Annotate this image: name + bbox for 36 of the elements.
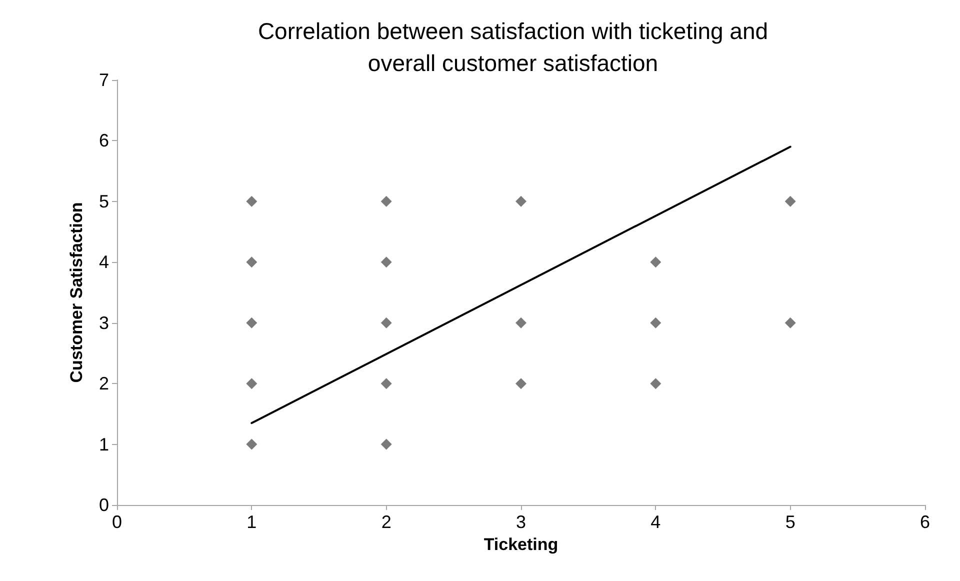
- point: [516, 196, 526, 207]
- point: [246, 438, 258, 450]
- x-tick-label: 2: [381, 512, 392, 532]
- point: [516, 378, 526, 390]
- x-tick-label: 3: [516, 512, 526, 532]
- point: [380, 256, 392, 268]
- y-tick-label: 2: [98, 374, 109, 394]
- x-tick-label: 0: [112, 512, 122, 532]
- point: [650, 256, 662, 268]
- y-tick-label: 6: [98, 130, 109, 151]
- y-tick-label: 7: [98, 70, 109, 90]
- y-axis-title: Customer Satisfaction: [67, 202, 86, 383]
- point: [246, 196, 258, 207]
- x-tick-label: 6: [920, 512, 930, 532]
- x-tick-label: 1: [246, 512, 257, 532]
- y-tick-label: 4: [98, 252, 109, 272]
- y-tick-label: 3: [98, 312, 109, 333]
- point: [380, 378, 392, 390]
- point: [246, 378, 258, 390]
- point: [380, 438, 392, 450]
- y-tick-label: 5: [98, 191, 109, 212]
- point: [246, 317, 258, 328]
- x-axis-title: Ticketing: [484, 534, 558, 554]
- x-tick-label: 5: [785, 512, 796, 532]
- point: [784, 196, 796, 207]
- point: [380, 317, 392, 328]
- y-tick-label: 1: [98, 434, 109, 454]
- chart-title: Correlation between satisfaction with ticketing and overall customer satisfaction: [258, 18, 768, 76]
- x-tick-label: 4: [650, 512, 661, 532]
- point: [516, 317, 526, 328]
- point: [650, 378, 662, 390]
- y-tick-label: 0: [98, 495, 109, 515]
- point: [784, 317, 796, 328]
- point: [246, 256, 258, 268]
- point: [650, 317, 662, 328]
- point: [380, 196, 392, 207]
